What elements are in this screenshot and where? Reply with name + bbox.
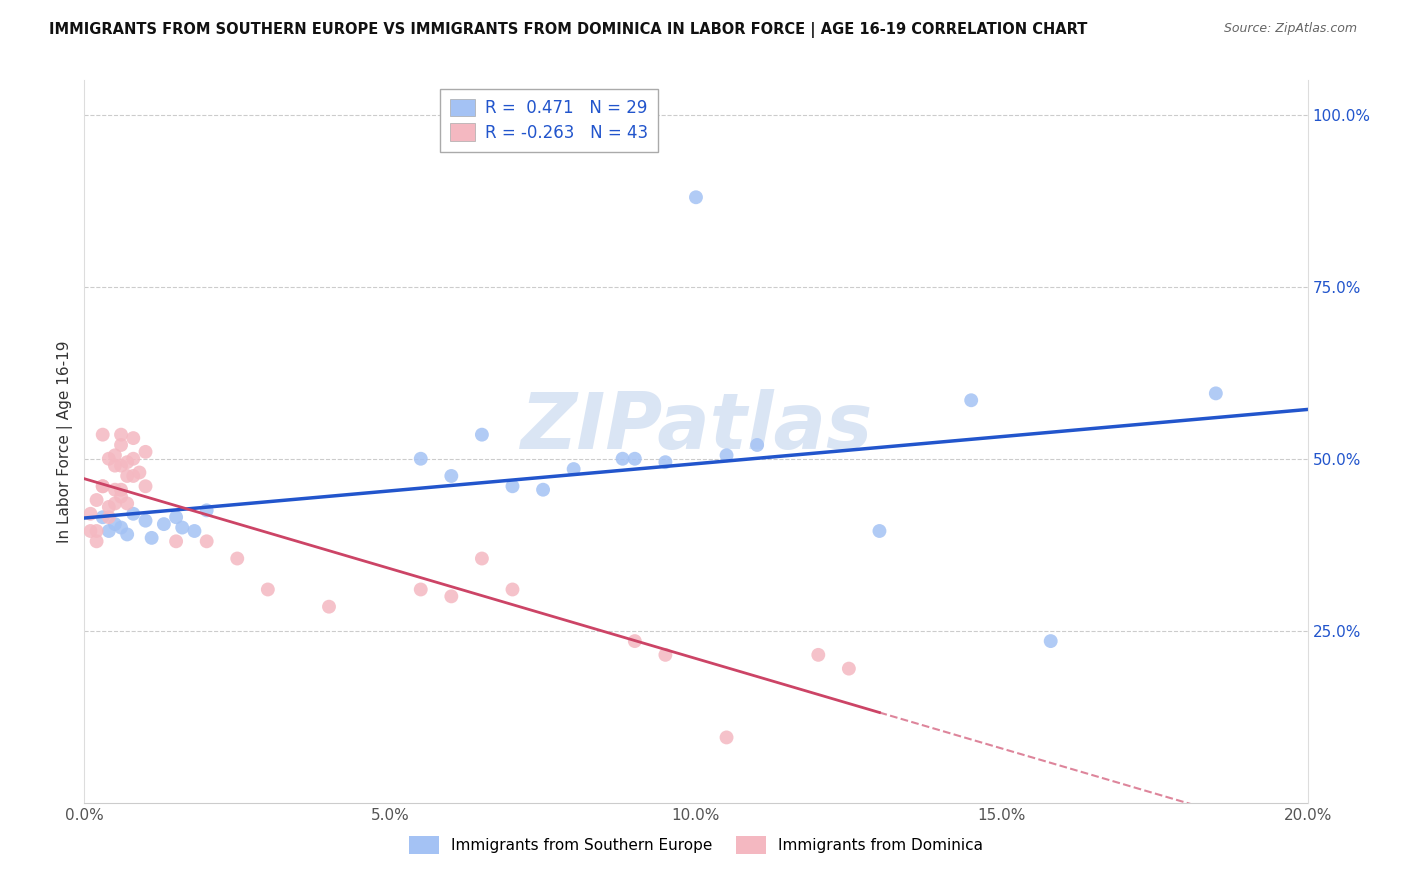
Point [110,427,132,442]
Point [104,458,127,473]
Text: IMMIGRANTS FROM SOUTHERN EUROPE VS IMMIGRANTS FROM DOMINICA IN LABOR FORCE | AGE: IMMIGRANTS FROM SOUTHERN EUROPE VS IMMIG… [49,22,1088,38]
Point [502,582,524,597]
Point [110,438,132,452]
Point [960,393,983,408]
Point [91,510,114,524]
Point [91,427,114,442]
Point [97,510,120,524]
Point [104,448,127,462]
Point [122,469,145,483]
Point [115,527,138,541]
Point [807,648,830,662]
Point [440,469,463,483]
Point [716,731,738,745]
Y-axis label: In Labor Force | Age 16-19: In Labor Force | Age 16-19 [58,340,73,543]
Point [562,462,585,476]
Point [97,524,120,538]
Point [110,490,132,504]
Point [318,599,340,614]
Point [104,517,127,532]
Point [195,503,218,517]
Point [183,524,205,538]
Point [195,534,218,549]
Point [135,479,157,493]
Point [91,479,114,493]
Point [79,524,101,538]
Point [471,551,494,566]
Point [624,451,647,466]
Point [122,451,145,466]
Text: ZIPatlas: ZIPatlas [520,389,872,465]
Point [128,466,150,480]
Point [141,531,163,545]
Point [654,455,676,469]
Point [1205,386,1227,401]
Point [91,479,114,493]
Point [612,451,634,466]
Point [409,451,432,466]
Point [122,507,145,521]
Point [502,479,524,493]
Legend: Immigrants from Southern Europe, Immigrants from Dominica: Immigrants from Southern Europe, Immigra… [402,830,990,860]
Point [165,510,187,524]
Point [110,520,132,534]
Point [685,190,707,204]
Point [1039,634,1062,648]
Point [104,483,127,497]
Point [97,451,120,466]
Point [409,582,432,597]
Point [104,496,127,510]
Point [172,520,194,534]
Point [115,455,138,469]
Point [110,483,132,497]
Point [624,634,647,648]
Point [97,500,120,514]
Point [716,448,738,462]
Text: Source: ZipAtlas.com: Source: ZipAtlas.com [1223,22,1357,36]
Point [654,648,676,662]
Point [226,551,249,566]
Point [110,458,132,473]
Point [153,517,176,532]
Point [122,431,145,445]
Point [115,496,138,510]
Point [165,534,187,549]
Point [747,438,769,452]
Point [135,445,157,459]
Point [440,590,463,604]
Point [838,662,860,676]
Point [869,524,891,538]
Point [86,493,108,508]
Point [471,427,494,442]
Point [135,514,157,528]
Point [257,582,280,597]
Point [531,483,554,497]
Point [79,507,101,521]
Point [115,469,138,483]
Point [86,534,108,549]
Point [86,524,108,538]
